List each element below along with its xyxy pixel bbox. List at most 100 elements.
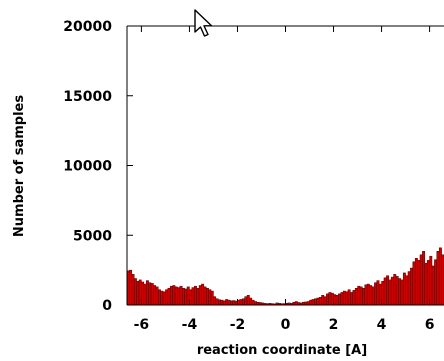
histogram-bar — [169, 285, 173, 306]
histogram-bar — [398, 278, 402, 306]
histogram-bar — [145, 280, 149, 306]
histogram-bar — [311, 299, 315, 306]
histogram-bar — [153, 285, 157, 306]
x-tick-label: 0 — [281, 317, 291, 333]
y-tick-label: 10000 — [63, 159, 112, 175]
histogram-bar — [129, 269, 133, 306]
histogram-bar — [369, 285, 373, 306]
histogram-bar — [352, 290, 356, 306]
histogram-bar — [316, 297, 320, 306]
histogram-bar — [410, 267, 414, 306]
histogram-bar — [193, 285, 197, 306]
histogram-bar — [405, 275, 409, 306]
histogram-bar — [244, 296, 248, 306]
histogram-bar — [177, 287, 181, 306]
histogram-bar — [400, 279, 404, 306]
histogram-bar — [306, 301, 310, 306]
histogram-bar — [422, 251, 426, 306]
histogram-bar — [232, 300, 236, 306]
histogram-bar — [414, 258, 418, 306]
histogram-bar — [376, 280, 380, 306]
histogram-bar — [167, 288, 171, 306]
histogram-bar — [220, 299, 224, 306]
histogram-bar — [227, 299, 231, 306]
histogram-bar — [157, 289, 161, 306]
histogram-bar — [249, 297, 253, 306]
x-tick-label: -2 — [230, 317, 246, 333]
x-ticks: -6 -4 -2 0 2 4 6 — [134, 26, 435, 333]
histogram-bar — [429, 255, 433, 306]
histogram-bar — [133, 278, 137, 306]
histogram-bar — [326, 293, 329, 306]
histogram-bar — [215, 298, 219, 306]
histogram-bar — [184, 288, 188, 306]
histogram-bar — [318, 297, 322, 306]
histogram-bar — [181, 288, 185, 306]
histogram-bar — [366, 283, 370, 306]
histogram-bar — [148, 282, 152, 306]
x-tick-label: 6 — [425, 317, 435, 333]
histogram-bar — [218, 299, 221, 306]
x-tick-label: -6 — [134, 317, 150, 333]
histogram-bar — [438, 247, 442, 306]
histogram-bar — [354, 288, 358, 306]
histogram-bar — [206, 288, 209, 306]
histogram-bar — [328, 292, 332, 306]
histogram-bar — [172, 285, 176, 306]
histogram-bar — [371, 286, 375, 306]
histogram-bar — [210, 290, 214, 306]
histogram-bar — [222, 300, 226, 306]
histogram-bar — [419, 254, 423, 306]
y-tick-label: 0 — [102, 298, 112, 314]
histogram-bar — [242, 298, 245, 306]
y-axis-label: Number of samples — [12, 95, 27, 237]
histogram-bar — [160, 290, 164, 306]
histogram-bar — [383, 277, 387, 306]
histogram-bar — [294, 301, 298, 306]
histogram-bar — [201, 283, 205, 306]
histogram-bar — [364, 284, 368, 306]
histogram-bar — [390, 276, 394, 306]
histogram-bar — [251, 299, 255, 306]
histogram-bar — [436, 251, 440, 306]
histogram-bar — [150, 283, 154, 306]
histogram-bar — [239, 299, 243, 306]
histogram-bar — [342, 290, 346, 306]
histogram-bar — [131, 274, 135, 306]
histogram-bar — [340, 292, 344, 306]
histogram-bar — [335, 294, 339, 306]
histogram-bar — [155, 286, 159, 306]
y-tick-label: 20000 — [63, 19, 112, 35]
histogram-bar — [136, 281, 140, 306]
histogram-bar — [393, 274, 397, 306]
histogram-bar — [431, 265, 435, 306]
histogram-bar — [426, 260, 430, 306]
histogram-bar — [191, 287, 195, 306]
histogram-bar — [424, 262, 428, 306]
histogram-bar — [347, 289, 351, 306]
histogram-bar — [208, 289, 212, 306]
y-tick-label: 5000 — [73, 228, 112, 244]
histogram-bar — [362, 288, 366, 306]
mouse-pointer-icon — [194, 9, 213, 37]
histogram-bar — [225, 299, 229, 306]
histogram-bar — [246, 294, 250, 306]
histogram-bar — [345, 291, 349, 306]
histogram-bar — [323, 296, 327, 306]
histogram-bar — [359, 286, 363, 306]
y-tick-label: 15000 — [63, 89, 112, 105]
x-tick-label: -4 — [182, 317, 198, 333]
x-tick-label: 4 — [377, 317, 387, 333]
histogram-bar — [179, 285, 183, 306]
histogram-bar — [143, 283, 147, 306]
histogram-bar — [417, 260, 421, 306]
histogram-bar — [395, 276, 399, 306]
histogram-bar — [203, 286, 207, 306]
histogram-bar — [174, 286, 178, 306]
histogram-bar — [407, 271, 411, 306]
histogram-bar — [198, 285, 202, 306]
x-tick-label: 2 — [329, 317, 339, 333]
histogram-bar — [254, 301, 257, 306]
